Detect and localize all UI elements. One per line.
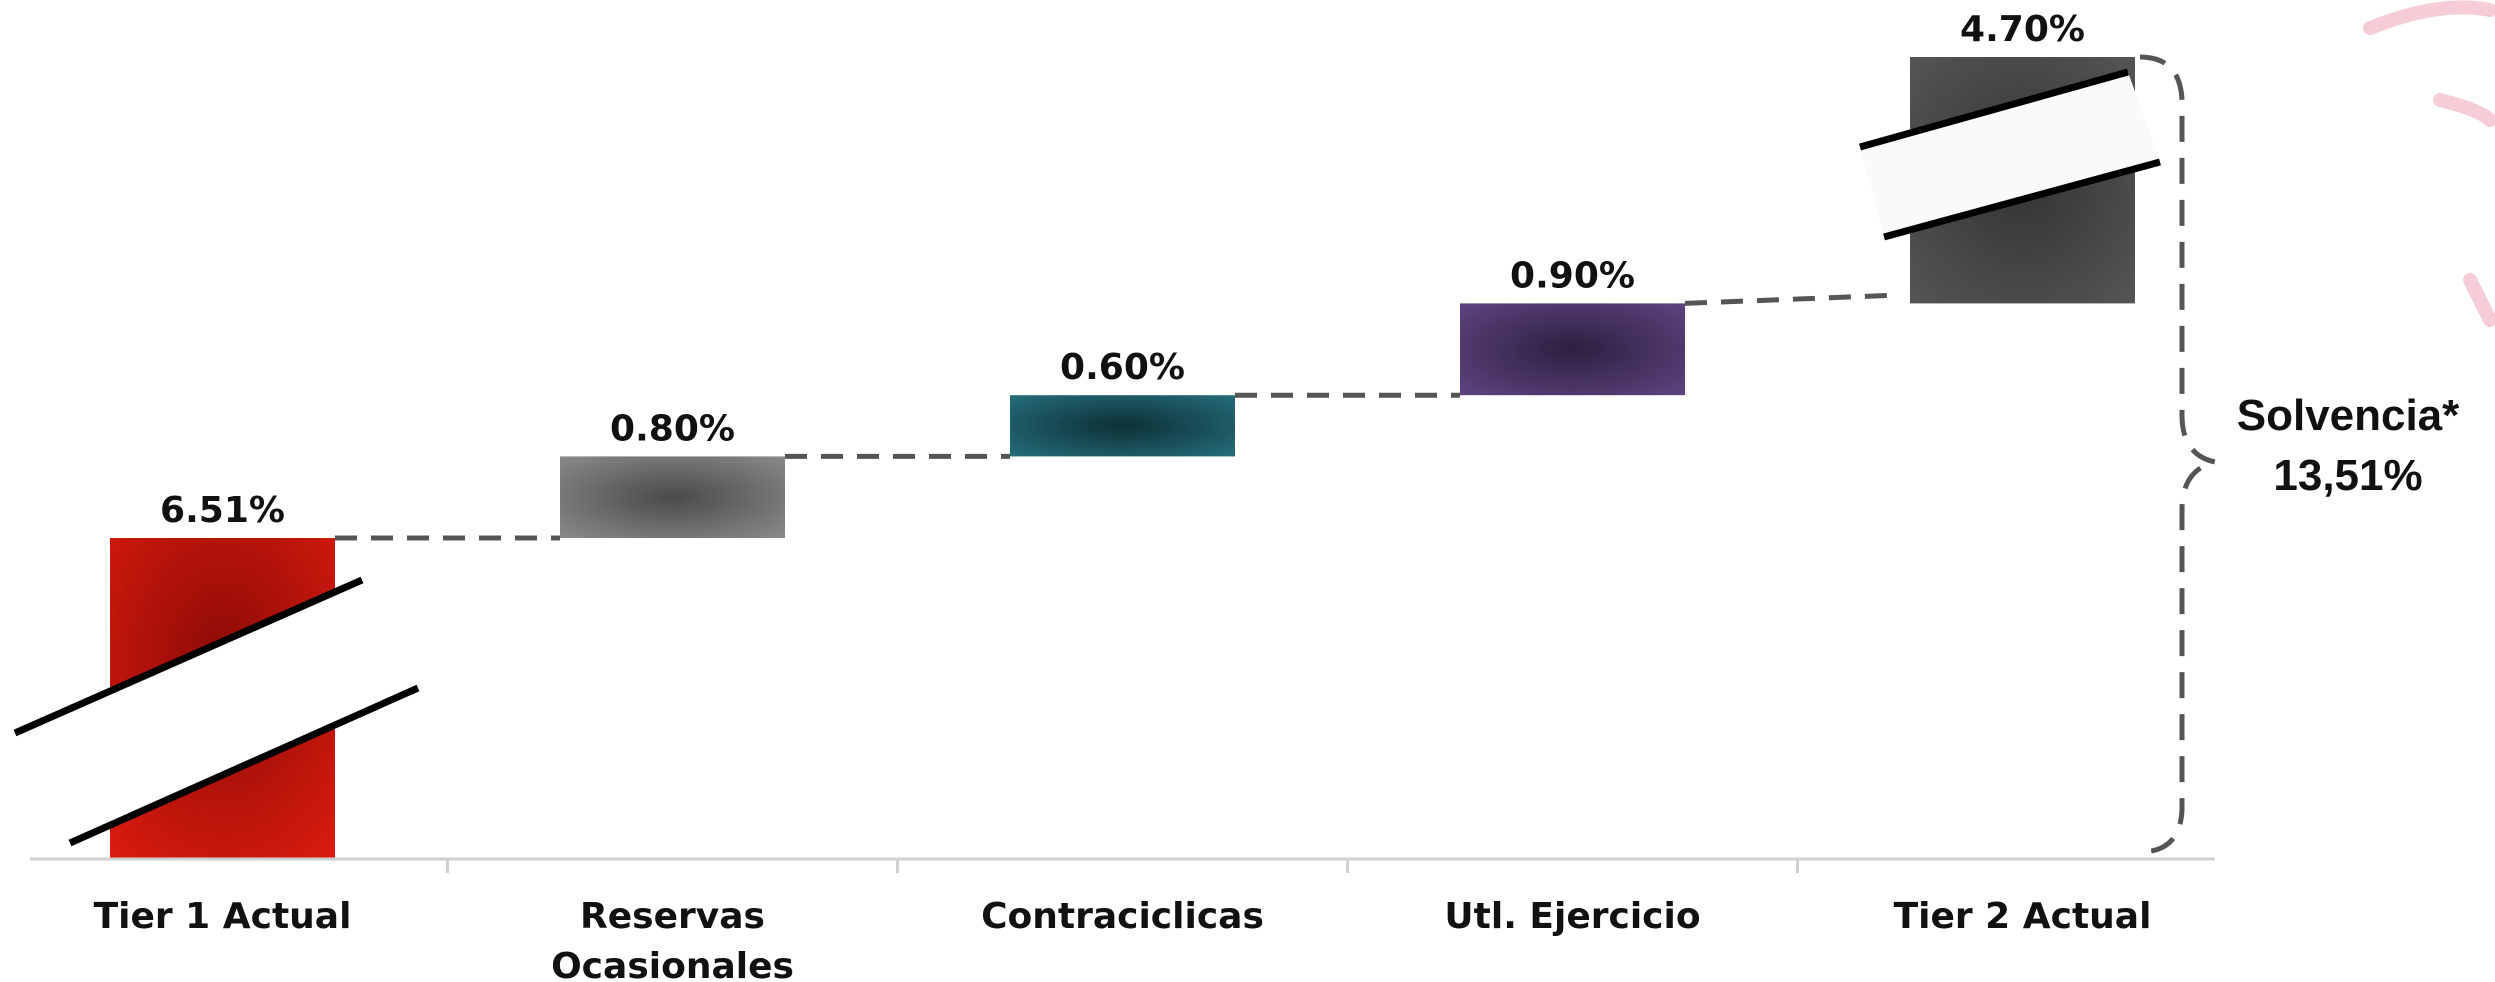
value-label-tier-1-actual: 6.51% — [160, 490, 285, 531]
solvencia-value: 13,51% — [2273, 451, 2422, 500]
category-labels: Tier 1 Actual Reservas Ocasionales Contraci… — [94, 896, 2152, 982]
category-label-tier-2-actual: Tier 2 Actual — [1894, 896, 2152, 937]
value-label-reservas-ocasionales: 0.80% — [610, 408, 735, 449]
axis-break-marks — [13, 68, 2161, 847]
bar-reservas-ocasionales — [560, 456, 785, 538]
value-label-utl-ejercicio: 0.90% — [1510, 255, 1635, 296]
connector-line — [1684, 292, 1891, 306]
decorative-strokes — [2363, 0, 2495, 327]
category-label-tier-1-actual: Tier 1 Actual — [94, 896, 352, 937]
bars — [110, 57, 2135, 859]
bar-contraciclicas — [1010, 395, 1235, 457]
x-axis-ticks — [446, 859, 1799, 873]
axis-break-line — [68, 684, 420, 847]
category-label-contraciclicas: Contraciclicas — [981, 896, 1264, 937]
axis-break-gap — [15, 580, 418, 843]
axis-break-line — [1859, 68, 2129, 151]
axis-break-line — [1883, 158, 2161, 241]
bar-utl-ejercicio — [1460, 303, 1685, 396]
value-label-contraciclicas: 0.60% — [1060, 347, 1185, 388]
connector-lines — [335, 292, 1891, 541]
value-label-tier-2-actual: 4.70% — [1960, 9, 2085, 50]
category-label-reservas-ocasionales: Reservas Ocasionales — [551, 896, 794, 982]
category-label-utl-ejercicio: Utl. Ejercicio — [1444, 896, 1700, 937]
solvencia-label: Solvencia* — [2237, 391, 2460, 440]
axis-break-line — [13, 576, 364, 737]
value-labels: 6.51% 0.80% 0.60% 0.90% 4.70% — [160, 9, 2085, 531]
axis-break-gap — [1860, 72, 2160, 237]
total-brace — [2139, 54, 2216, 855]
